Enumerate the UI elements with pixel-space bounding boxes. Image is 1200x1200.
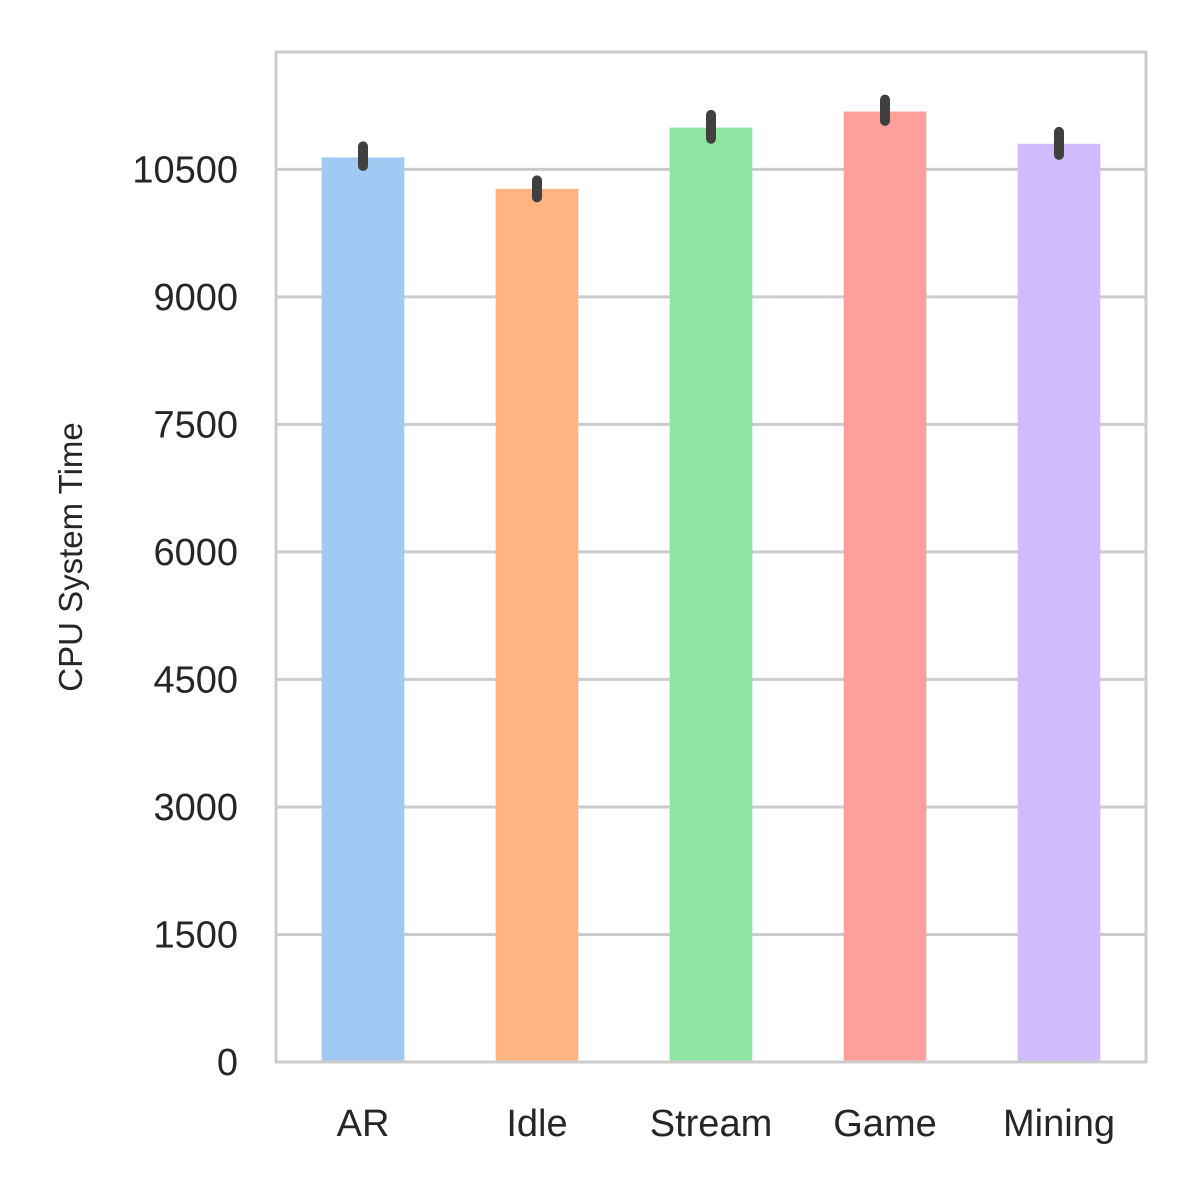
bar-ar [321, 157, 405, 1062]
y-tick-label: 0 [217, 1042, 238, 1084]
y-tick-label: 1500 [153, 914, 238, 956]
x-tick-label: Game [833, 1103, 936, 1145]
y-tick-label: 10500 [132, 149, 238, 191]
y-tick-label: 9000 [153, 277, 238, 319]
x-tick-labels: AR Idle Stream Game Mining [337, 1103, 1115, 1145]
bars [321, 111, 1101, 1063]
x-tick-label: AR [337, 1103, 390, 1145]
error-bars [358, 94, 1064, 203]
bar-idle [495, 188, 579, 1063]
x-tick-label: Mining [1003, 1103, 1115, 1145]
bar-stream [669, 127, 753, 1063]
bar-game [843, 111, 927, 1063]
y-tick-label: 4500 [153, 659, 238, 701]
bar-mining [1017, 143, 1101, 1062]
x-tick-label: Stream [650, 1103, 772, 1145]
plot-frame [274, 50, 1148, 1064]
x-tick-label: Idle [506, 1103, 567, 1145]
y-tick-label: 7500 [153, 404, 238, 446]
y-axis-label: CPU System Time [52, 422, 89, 692]
y-tick-label: 3000 [153, 787, 238, 829]
y-tick-labels: 0 1500 3000 4500 6000 7500 9000 10500 [132, 149, 238, 1084]
y-tick-label: 6000 [153, 532, 238, 574]
